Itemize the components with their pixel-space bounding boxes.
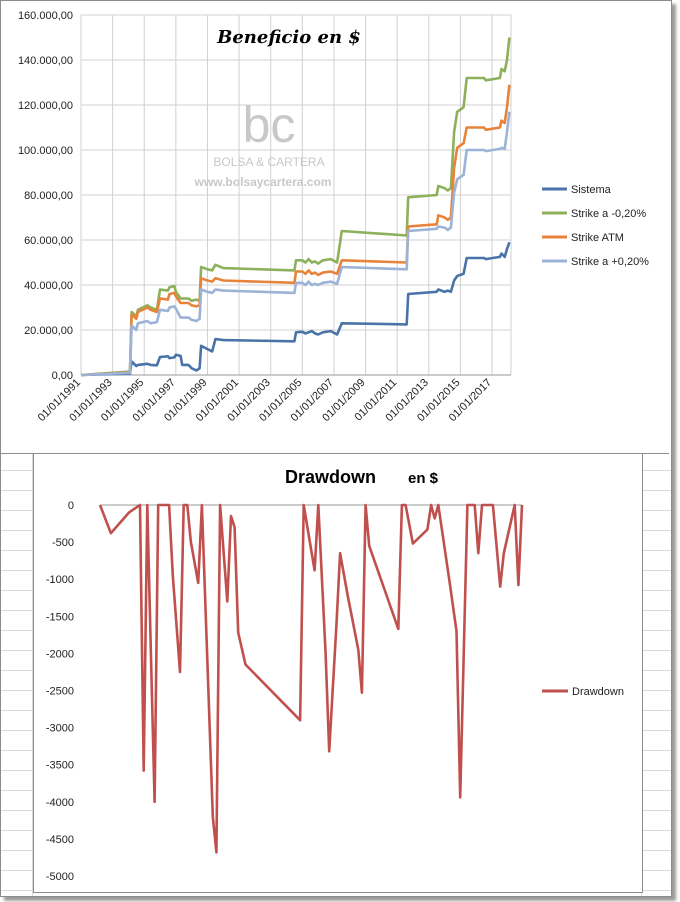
profit-y-tick-label: 80.000,00 xyxy=(24,190,73,202)
drawdown-chart-series xyxy=(98,503,524,854)
watermark-logo: bc xyxy=(243,97,296,153)
profit-y-tick-label: 0,00 xyxy=(52,370,73,382)
drawdown-y-tick-label: -4000 xyxy=(46,797,74,809)
drawdown-y-tick-label: -3000 xyxy=(46,723,74,735)
drawdown-y-tick-label: -1500 xyxy=(46,611,74,623)
profit-y-tick-label: 60.000,00 xyxy=(24,235,73,247)
profit-y-tick-label: 100.000,00 xyxy=(18,145,73,157)
profit-chart: bc BOLSA & CARTERA www.bolsaycartera.com… xyxy=(1,1,669,454)
profit-chart-legend: Sistema Strike a -0,20% Strike ATM Strike a… xyxy=(542,184,649,268)
profit-chart-svg: bc BOLSA & CARTERA www.bolsaycartera.com… xyxy=(18,10,649,424)
profit-series-line-1 xyxy=(80,37,511,377)
profit-y-tick-label: 160.000,00 xyxy=(18,10,73,22)
legend-label: Strike a -0,20% xyxy=(571,208,646,220)
drawdown-chart: Drawdown en $ 0 -500 -1000 -1500 -2000 -2500 -… xyxy=(33,453,643,893)
profit-chart-gridlines xyxy=(80,14,512,376)
watermark-brand: BOLSA & CARTERA xyxy=(213,155,324,169)
profit-y-tick-label: 140.000,00 xyxy=(18,55,73,67)
watermark-url: www.bolsaycartera.com xyxy=(194,175,332,189)
profit-y-tick-label: 120.000,00 xyxy=(18,100,73,112)
profit-series-line-3 xyxy=(80,111,511,377)
drawdown-chart-legend: Drawdown xyxy=(542,686,624,698)
drawdown-y-tick-label: -4500 xyxy=(46,834,74,846)
profit-series-line-2 xyxy=(80,84,511,377)
drawdown-y-tick-label: -2000 xyxy=(46,648,74,660)
legend-label: Drawdown xyxy=(572,686,624,698)
drawdown-chart-svg: Drawdown en $ 0 -500 -1000 -1500 -2000 -2500 -… xyxy=(46,467,624,883)
profit-series-line-0 xyxy=(80,241,511,377)
drawdown-y-tick-label: -500 xyxy=(52,537,74,549)
legend-label: Sistema xyxy=(571,184,612,196)
drawdown-y-tick-label: -2500 xyxy=(46,686,74,698)
profit-chart-y-tick-labels: 0,00 20.000,00 40.000,00 60.000,00 80.000,00… xyxy=(18,10,73,382)
legend-label: Strike a +0,20% xyxy=(571,256,649,268)
profit-y-tick-label: 40.000,00 xyxy=(24,280,73,292)
drawdown-y-tick-label: -3500 xyxy=(46,760,74,772)
drawdown-chart-title: Drawdown xyxy=(285,467,376,487)
profit-chart-title: Beneficio en $ xyxy=(216,27,361,48)
legend-label: Strike ATM xyxy=(571,232,624,244)
profit-chart-series xyxy=(80,37,511,377)
drawdown-y-tick-label: -1000 xyxy=(46,574,74,586)
drawdown-y-tick-label: -5000 xyxy=(46,871,74,883)
watermark: bc BOLSA & CARTERA www.bolsaycartera.com xyxy=(194,97,332,189)
profit-y-tick-label: 20.000,00 xyxy=(24,325,73,337)
drawdown-y-tick-label: 0 xyxy=(68,500,74,512)
drawdown-series-line xyxy=(98,503,524,854)
profit-chart-x-tick-labels: 01/01/199101/01/199301/01/199501/01/1997… xyxy=(36,377,494,424)
drawdown-chart-y-tick-labels: 0 -500 -1000 -1500 -2000 -2500 -3000 -3500 -4000… xyxy=(46,500,74,883)
drawdown-chart-title-suffix: en $ xyxy=(408,470,439,487)
